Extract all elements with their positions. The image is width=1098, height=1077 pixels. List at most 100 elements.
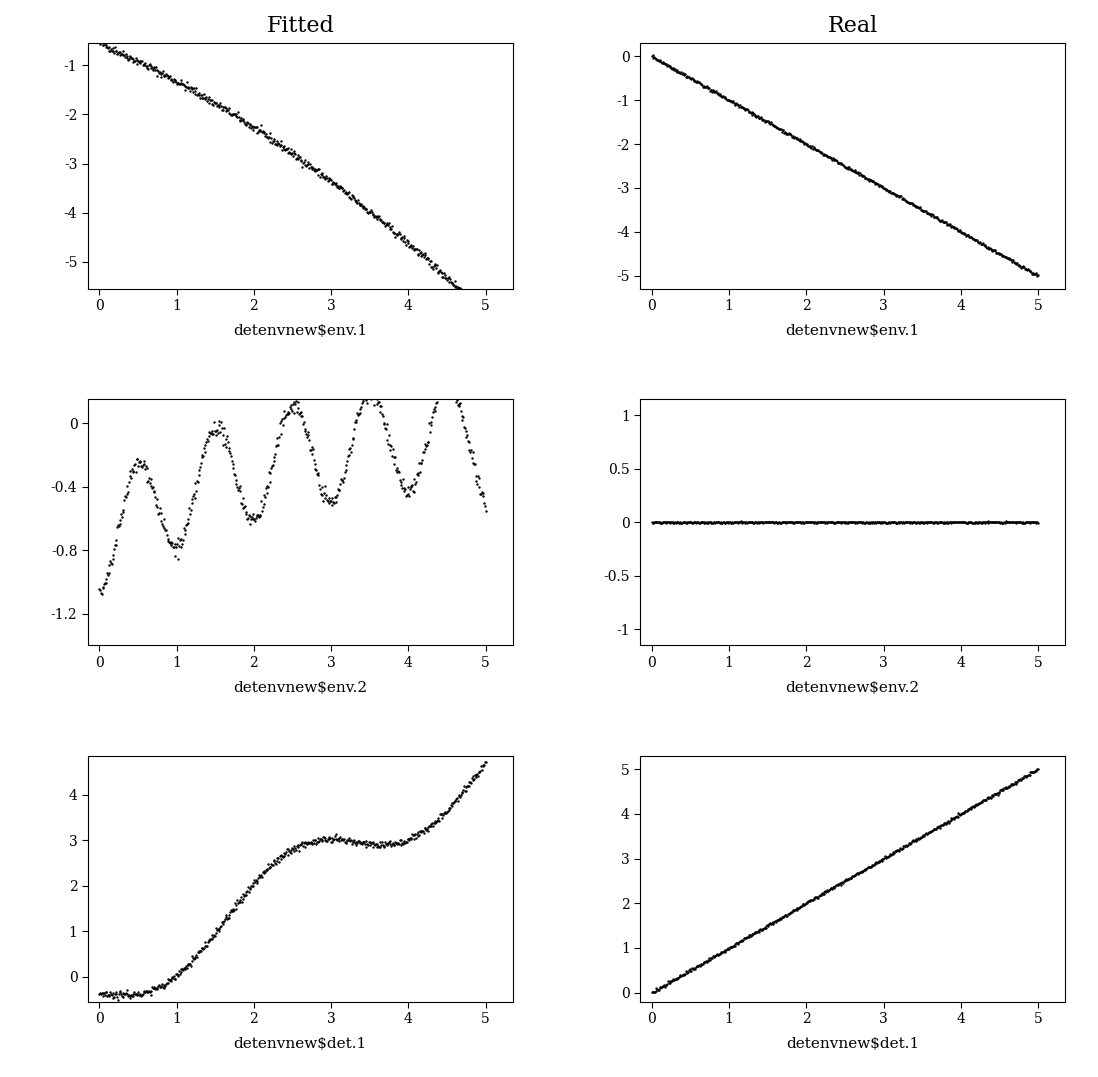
Point (401, 831, 418, 849)
Point (328, 487, 346, 504)
Point (214, 98, 232, 115)
Point (900, 514, 918, 531)
Point (855, 514, 873, 531)
Point (741, 926, 759, 943)
Point (101, 983, 119, 1001)
Point (341, 833, 359, 850)
Point (267, 136, 284, 153)
Point (1008, 773, 1026, 791)
Point (201, 428, 219, 445)
Point (675, 67, 693, 84)
Point (109, 45, 126, 62)
Point (336, 463, 354, 480)
Point (348, 194, 366, 211)
Point (900, 835, 918, 852)
Point (389, 836, 406, 853)
Point (852, 166, 870, 183)
Point (726, 938, 743, 955)
Point (339, 184, 357, 201)
Point (429, 263, 447, 280)
Point (306, 460, 324, 477)
Point (163, 71, 180, 88)
Point (461, 288, 479, 305)
Point (820, 882, 838, 899)
Point (843, 514, 861, 531)
Point (176, 961, 193, 978)
Point (277, 141, 294, 158)
X-axis label: detenvnew$det.1: detenvnew$det.1 (786, 1037, 919, 1051)
Point (205, 93, 223, 110)
Point (358, 391, 376, 408)
Point (760, 915, 777, 933)
Point (313, 165, 330, 182)
Point (258, 862, 276, 879)
Point (923, 515, 941, 532)
Point (133, 458, 150, 475)
Point (188, 949, 205, 966)
Point (649, 514, 666, 531)
Point (1013, 258, 1031, 276)
Point (1017, 260, 1034, 277)
Point (908, 199, 926, 216)
Point (414, 451, 432, 468)
Point (136, 54, 154, 71)
Point (676, 965, 694, 982)
Point (404, 238, 422, 255)
Point (149, 62, 167, 80)
Point (445, 277, 462, 294)
Point (864, 172, 882, 190)
Point (686, 961, 704, 978)
Point (167, 73, 184, 90)
Point (740, 928, 758, 946)
Point (895, 190, 912, 207)
Point (979, 513, 997, 530)
Point (746, 514, 763, 531)
Point (122, 987, 139, 1004)
Point (123, 50, 141, 67)
Point (377, 216, 394, 234)
Point (284, 148, 302, 165)
Point (253, 116, 270, 134)
Point (804, 513, 821, 530)
Point (815, 514, 832, 531)
Point (290, 151, 307, 168)
Point (343, 436, 360, 453)
Point (349, 192, 367, 209)
Point (766, 913, 784, 931)
Point (821, 880, 839, 897)
Point (919, 824, 937, 841)
Point (890, 514, 908, 531)
Point (272, 136, 290, 153)
Point (313, 478, 330, 495)
Point (921, 823, 939, 840)
Point (889, 514, 907, 531)
Point (312, 830, 329, 848)
Point (324, 493, 341, 510)
Point (740, 103, 758, 121)
Point (146, 61, 164, 79)
Point (784, 514, 802, 531)
Point (966, 797, 984, 814)
Point (777, 514, 795, 531)
Point (96, 575, 113, 592)
Point (998, 249, 1016, 266)
Point (651, 979, 669, 996)
Point (1011, 770, 1029, 787)
Point (170, 537, 188, 555)
Point (808, 889, 826, 906)
Point (172, 72, 190, 89)
Point (820, 513, 838, 530)
Point (333, 180, 350, 197)
Point (335, 831, 352, 849)
Point (417, 251, 435, 268)
Point (653, 54, 671, 71)
Point (180, 956, 198, 974)
Point (683, 514, 701, 531)
Point (206, 95, 224, 112)
Point (852, 514, 870, 531)
Point (422, 252, 439, 269)
Point (138, 982, 156, 999)
Point (229, 108, 247, 125)
Point (104, 547, 122, 564)
Point (838, 514, 855, 531)
